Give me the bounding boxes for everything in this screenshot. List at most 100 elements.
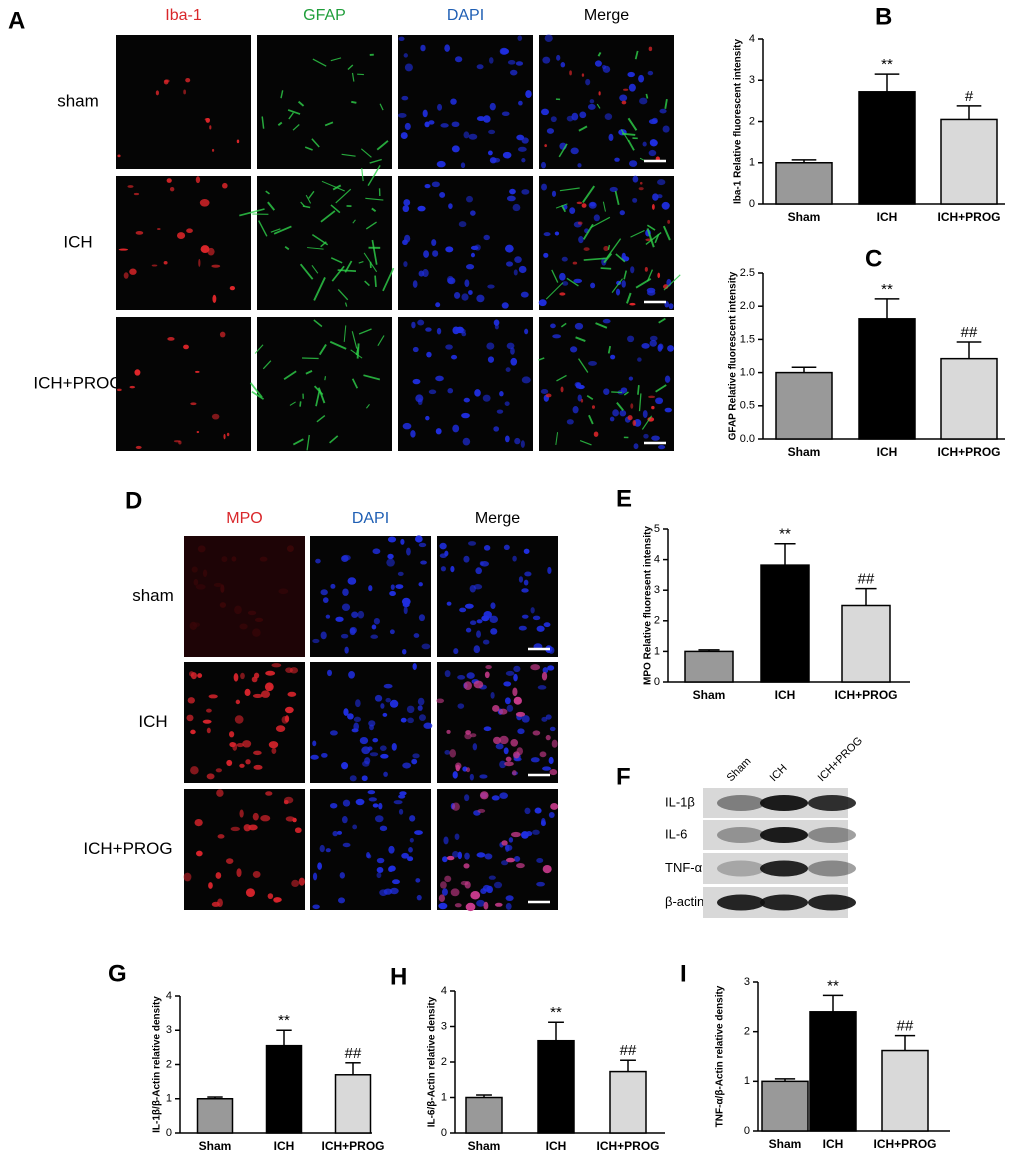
fiber xyxy=(630,229,645,238)
cell xyxy=(403,261,408,267)
bar xyxy=(760,564,810,683)
cell xyxy=(361,746,371,755)
cell xyxy=(647,70,654,76)
panel-letter: C xyxy=(865,245,882,272)
cell xyxy=(442,856,448,863)
cell xyxy=(151,264,158,267)
fiber xyxy=(623,391,629,396)
cell xyxy=(421,643,431,650)
cell xyxy=(330,583,336,589)
cell xyxy=(470,210,476,216)
cell xyxy=(428,120,435,125)
y-tick-label: 2 xyxy=(654,615,660,627)
cell xyxy=(548,756,554,765)
cell xyxy=(464,852,470,860)
cell xyxy=(648,149,657,157)
cell xyxy=(355,699,361,708)
y-tick-label: 1 xyxy=(441,1091,447,1103)
cell xyxy=(417,705,423,711)
cell xyxy=(435,302,441,308)
cell xyxy=(630,403,634,409)
cell xyxy=(562,281,569,286)
cell xyxy=(506,704,514,712)
cell xyxy=(667,345,675,352)
micrograph xyxy=(183,789,306,910)
cell xyxy=(344,646,349,654)
cell xyxy=(486,885,493,894)
cell xyxy=(483,611,492,619)
cell xyxy=(448,203,453,210)
fiber xyxy=(324,376,327,381)
cell xyxy=(335,616,344,622)
row-label: ICH+PROG xyxy=(33,373,122,392)
cell xyxy=(236,743,244,748)
micrograph xyxy=(257,35,392,169)
cell xyxy=(399,791,407,796)
significance-label: ## xyxy=(858,571,875,588)
cell xyxy=(556,54,561,61)
fiber xyxy=(376,140,389,151)
x-tick-label: ICH+PROG xyxy=(596,1139,659,1153)
cell xyxy=(488,129,496,135)
blot-band xyxy=(760,795,808,811)
fiber xyxy=(583,257,607,261)
cell xyxy=(505,670,515,676)
cell xyxy=(559,292,566,296)
fiber xyxy=(605,238,622,260)
cell xyxy=(517,35,523,41)
fiber xyxy=(265,190,270,195)
significance-label: ## xyxy=(897,1018,914,1035)
cell xyxy=(135,445,142,449)
cell xyxy=(228,731,235,738)
cell xyxy=(505,261,514,267)
cell xyxy=(638,187,644,191)
cell xyxy=(239,623,248,630)
cell xyxy=(493,426,500,432)
cell xyxy=(651,405,655,410)
fiber xyxy=(305,370,313,375)
cell xyxy=(545,393,552,398)
cell xyxy=(402,205,410,213)
cell xyxy=(484,671,490,679)
cell xyxy=(639,181,643,185)
cell xyxy=(583,247,590,251)
cell xyxy=(482,394,491,402)
cell xyxy=(464,794,470,802)
fiber xyxy=(280,90,284,99)
cell xyxy=(163,260,168,265)
fiber xyxy=(611,391,623,394)
cell xyxy=(436,160,446,168)
y-axis-label: Iba-1 Relative fluorescent intensity xyxy=(733,39,744,204)
cell xyxy=(422,109,428,118)
bar xyxy=(881,1049,929,1132)
column-label: Merge xyxy=(475,510,520,527)
cell xyxy=(390,584,395,590)
cell xyxy=(234,715,244,724)
cell xyxy=(450,354,458,360)
cell xyxy=(298,877,306,886)
blot-row-label: IL-6 xyxy=(665,826,687,841)
blot-band xyxy=(717,894,765,911)
cell xyxy=(400,717,407,723)
y-tick-label: 3 xyxy=(441,1020,447,1032)
cell xyxy=(493,736,501,745)
fiber xyxy=(337,288,349,301)
cell xyxy=(504,244,514,253)
cell xyxy=(489,615,499,624)
cell xyxy=(368,720,376,727)
cell xyxy=(215,768,222,773)
bar xyxy=(537,1039,575,1134)
cell xyxy=(483,234,490,241)
cell xyxy=(347,713,354,720)
cell xyxy=(199,198,210,207)
fiber xyxy=(261,116,265,129)
cell xyxy=(550,323,556,329)
cell xyxy=(342,799,351,807)
cell xyxy=(340,633,349,639)
cell xyxy=(520,440,525,448)
cell xyxy=(186,228,193,234)
column-label: DAPI xyxy=(447,7,484,24)
cell xyxy=(454,833,460,840)
fiber xyxy=(318,343,327,356)
cell xyxy=(621,100,627,105)
